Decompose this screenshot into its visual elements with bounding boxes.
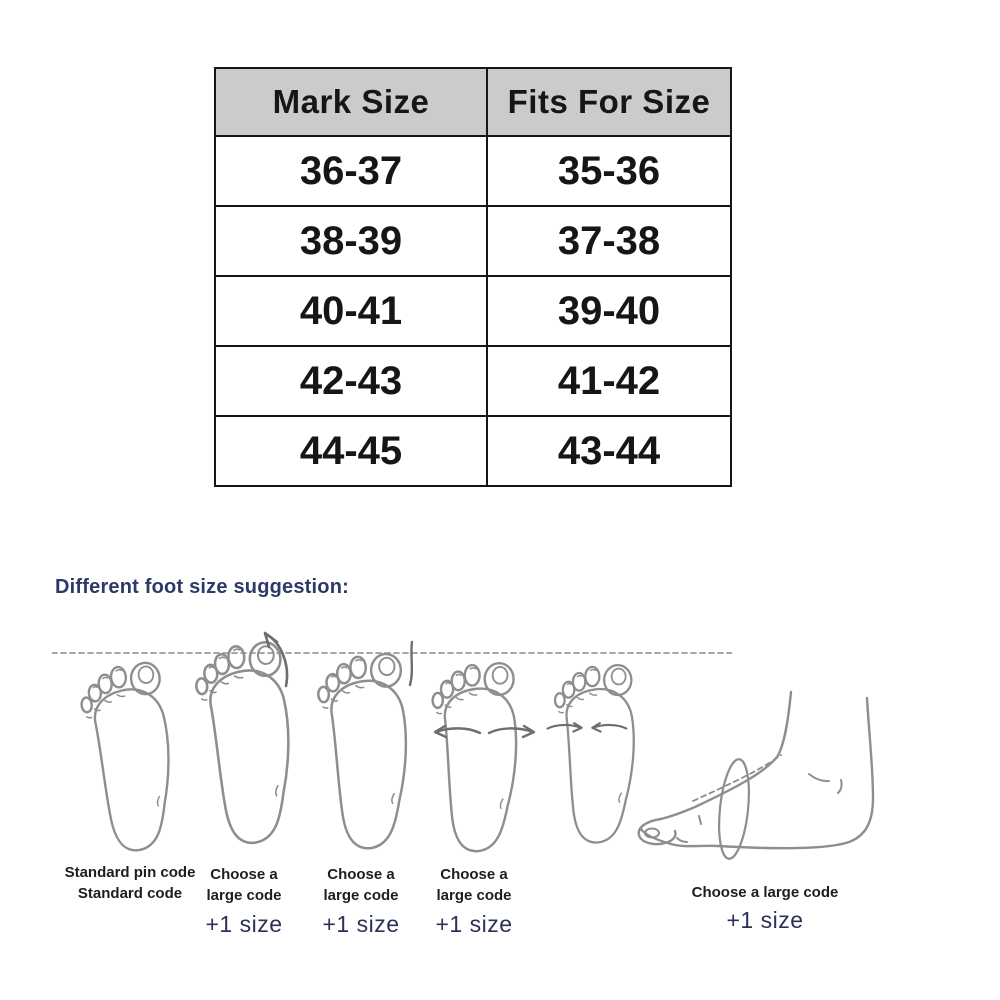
- size-table-row: 42-43 41-42: [214, 345, 732, 417]
- fits-size-cell: 41-42: [486, 345, 732, 417]
- size-table-row: 38-39 37-38: [214, 205, 732, 277]
- size-note: +1 size: [435, 911, 513, 937]
- caption-line: Choose a large code: [691, 884, 839, 901]
- size-table-row: 40-41 39-40: [214, 275, 732, 347]
- foot-caption-standard: Standard pin code Standard code: [35, 862, 225, 904]
- foot-caption-large-code-3: Choose a large code +1 size: [413, 864, 535, 937]
- fits-size-cell: 37-38: [486, 205, 732, 277]
- foot-sole-illustration-wide: [431, 661, 518, 853]
- width-arrow-right-icon: [487, 724, 536, 739]
- size-table-header-row: Mark Size Fits For Size: [214, 67, 732, 137]
- caption-line: Standard code: [77, 885, 183, 902]
- caption-line: large code: [323, 887, 399, 904]
- foot-sole-illustration-standard: [77, 660, 179, 856]
- girth-ellipse: [718, 758, 750, 860]
- width-arrow-inward-left-icon: [591, 722, 628, 733]
- suggestion-title: Different foot size suggestion:: [55, 576, 349, 598]
- size-note: +1 size: [726, 907, 804, 933]
- foot-caption-large-code-side: Choose a large code +1 size: [662, 882, 868, 933]
- mark-size-cell: 42-43: [214, 345, 488, 417]
- caption-line: Choose a: [327, 866, 395, 883]
- caption-line: Choose a: [210, 866, 278, 883]
- toe-overflow-arrow-icon: [263, 631, 289, 688]
- mark-size-cell: 40-41: [214, 275, 488, 347]
- caption-line: Choose a: [440, 866, 508, 883]
- size-note: +1 size: [322, 911, 400, 937]
- mark-size-cell: 36-37: [214, 135, 488, 207]
- size-table-header-fits-for-size: Fits For Size: [486, 67, 732, 137]
- caption-line: large code: [436, 887, 512, 904]
- size-table-header-mark-size: Mark Size: [214, 67, 488, 137]
- caption-line: Standard pin code: [64, 864, 196, 881]
- width-arrow-inward-right-icon: [546, 722, 583, 733]
- width-arrow-left-icon: [433, 724, 482, 739]
- foot-sole-illustration-wide-2: [553, 663, 635, 844]
- fits-size-cell: 35-36: [486, 135, 732, 207]
- measure-mark-icon: [408, 640, 414, 687]
- fits-size-cell: 43-44: [486, 415, 732, 487]
- toe-reference-dashed-line: [52, 652, 732, 654]
- size-table-row: 36-37 35-36: [214, 135, 732, 207]
- size-table: Mark Size Fits For Size 36-37 35-36 38-3…: [214, 67, 732, 487]
- mark-size-cell: 38-39: [214, 205, 488, 277]
- foot-caption-large-code-1: Choose a large code +1 size: [183, 864, 305, 937]
- foot-caption-large-code-2: Choose a large code +1 size: [300, 864, 422, 937]
- mark-size-cell: 44-45: [214, 415, 488, 487]
- fits-size-cell: 39-40: [486, 275, 732, 347]
- size-table-row: 44-45 43-44: [214, 415, 732, 487]
- caption-line: large code: [206, 887, 282, 904]
- foot-side-illustration-girth-measure: [637, 690, 875, 860]
- size-note: +1 size: [205, 911, 283, 937]
